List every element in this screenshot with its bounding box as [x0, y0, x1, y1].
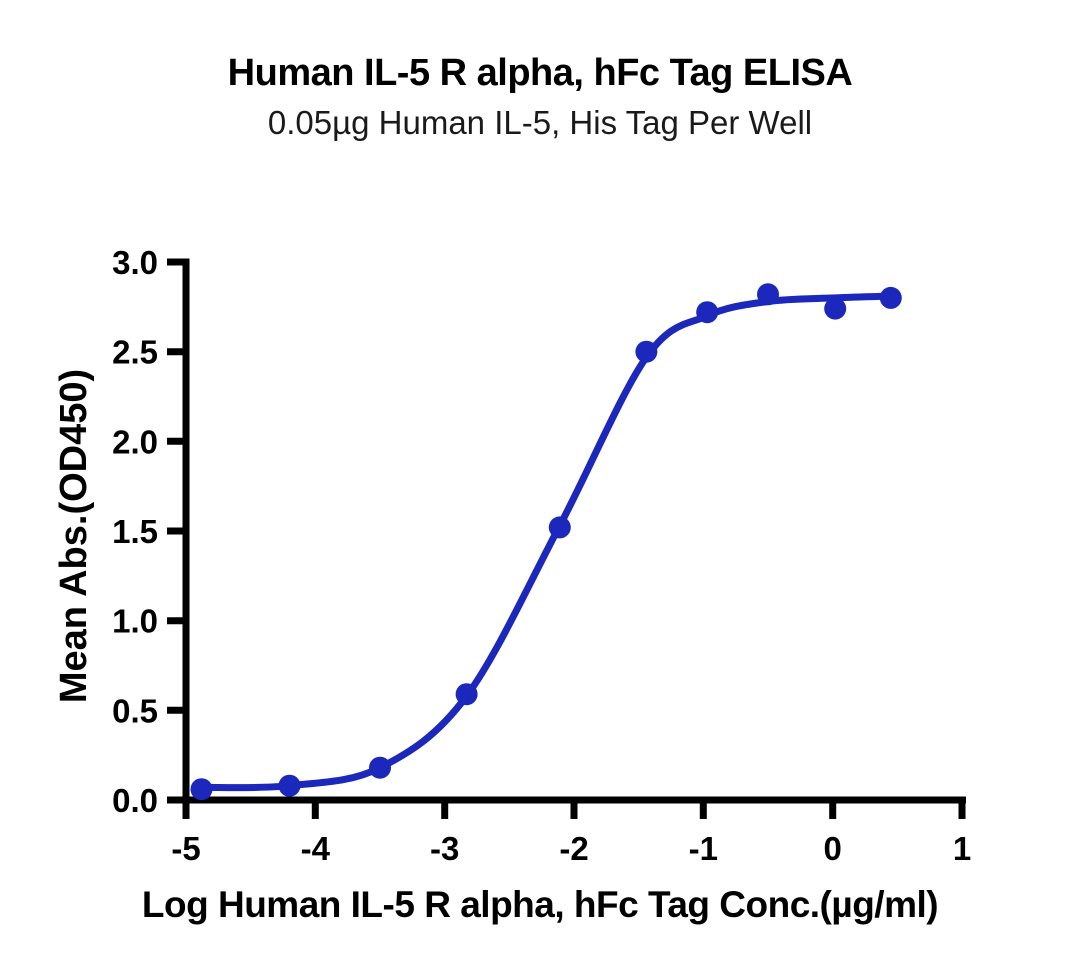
data-point: [369, 756, 391, 779]
y-tick-label: 3.0: [112, 244, 158, 281]
data-point: [824, 297, 847, 320]
data-point: [635, 340, 658, 363]
x-tick-label: 0: [824, 830, 842, 867]
y-tick-label: 1.5: [112, 513, 158, 550]
x-tick-label: -2: [559, 830, 588, 867]
data-point: [757, 283, 779, 306]
y-tick-label: 0.5: [112, 692, 158, 729]
x-axis-title: Log Human IL-5 R alpha, hFc Tag Conc.(µg…: [141, 884, 939, 925]
x-tick-label: -4: [301, 830, 331, 867]
data-point: [278, 774, 301, 797]
data-point: [548, 516, 571, 539]
x-tick-label: -1: [689, 830, 718, 867]
data-point: [696, 301, 719, 324]
x-tick-label: -3: [430, 830, 459, 867]
y-tick-label: 2.5: [112, 334, 158, 371]
fit-curve: [198, 292, 895, 792]
x-tick-label: 1: [953, 830, 971, 867]
y-tick-label: 1.0: [112, 603, 158, 640]
y-tick-label: 2.0: [112, 423, 158, 460]
y-tick-label: 0.0: [112, 782, 158, 819]
chart-title: Human IL-5 R alpha, hFc Tag ELISA: [227, 52, 853, 94]
data-point: [879, 286, 902, 309]
x-tick-label: -5: [171, 830, 200, 867]
data-point: [455, 683, 478, 706]
chart-subtitle: 0.05µg Human IL-5, His Tag Per Well: [267, 104, 813, 141]
data-point: [190, 778, 213, 801]
